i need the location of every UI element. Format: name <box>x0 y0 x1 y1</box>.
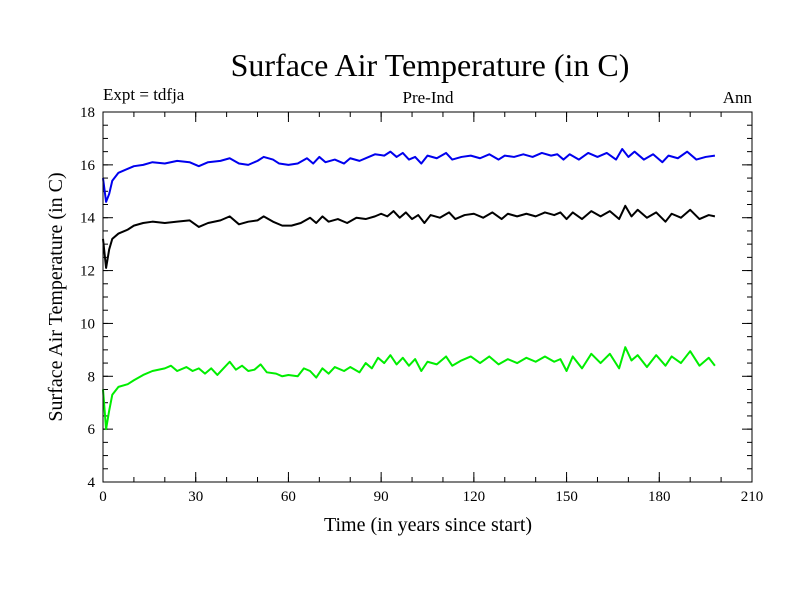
x-tick-label: 210 <box>741 489 764 505</box>
series-group <box>102 148 716 431</box>
x-tick-label: 0 <box>99 489 107 505</box>
y-tick-label: 14 <box>80 211 96 227</box>
series-line-3 <box>102 346 716 431</box>
experiment-label: Expt = tdfja <box>103 85 185 104</box>
y-axis-label: Surface Air Temperature (in C) <box>45 172 67 421</box>
x-tick-label: 60 <box>281 489 296 505</box>
chart-title: Surface Air Temperature (in C) <box>231 47 630 83</box>
y-tick-label: 6 <box>88 422 96 438</box>
x-tick-labels: 0 30 60 90 120 150 180 210 <box>99 489 763 505</box>
y-tick-labels: 4 6 8 10 12 14 16 18 <box>80 105 96 491</box>
y-tick-label: 4 <box>88 475 96 491</box>
x-tick-label: 120 <box>463 489 486 505</box>
x-axis-label: Time (in years since start) <box>324 514 532 536</box>
y-tick-label: 10 <box>80 316 95 332</box>
y-tick-label: 8 <box>88 369 96 385</box>
x-tick-label: 30 <box>188 489 203 505</box>
y-tick-label: 16 <box>80 158 96 174</box>
y-tick-label: 12 <box>80 264 95 280</box>
series-line-2 <box>102 204 716 269</box>
period-label: Pre-Ind <box>403 88 454 107</box>
x-tick-label: 150 <box>555 489 578 505</box>
y-tick-label: 18 <box>80 105 95 121</box>
season-label: Ann <box>723 88 753 107</box>
x-tick-label: 90 <box>374 489 389 505</box>
series-line-1 <box>102 148 716 203</box>
plot-frame <box>102 111 753 483</box>
x-tick-label: 180 <box>648 489 671 505</box>
